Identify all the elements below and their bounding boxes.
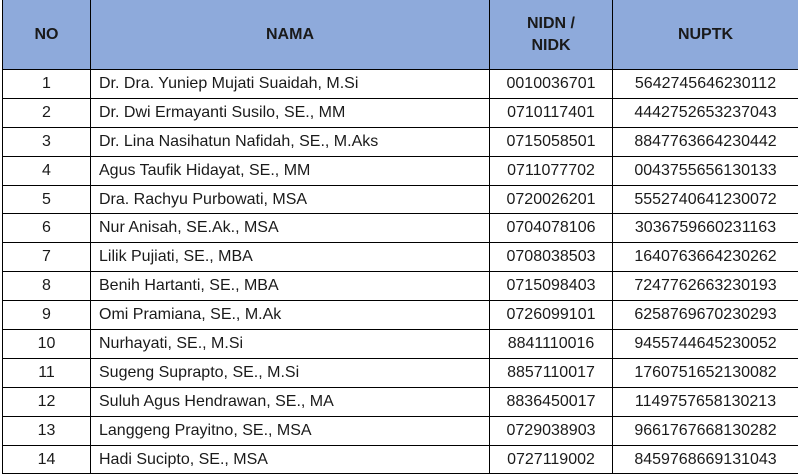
cell-no: 12 [2, 386, 91, 417]
table-row: 9 Omi Pramiana, SE., M.Ak 0726099101 625876… [2, 300, 798, 331]
cell-nidn: 0704078106 [489, 213, 613, 244]
cell-nama: Suluh Agus Hendrawan, SE., MA [90, 386, 490, 417]
header-nidn: NIDN / NIDK [489, 0, 613, 70]
table-row: 8 Benih Hartanti, SE., MBA 0715098403 72477… [2, 271, 798, 302]
table-row: 1 Dr. Dra. Yuniep Mujati Suaidah, M.Si 001… [2, 69, 798, 99]
cell-nama: Benih Hartanti, SE., MBA [90, 271, 490, 302]
cell-nidn: 0710117401 [489, 97, 613, 128]
table-row: 7 Lilik Pujiati, SE., MBA 0708038503 164076… [2, 242, 798, 273]
cell-nuptk: 0043755656130133 [612, 155, 798, 186]
table-row: 13 Langgeng Prayitno, SE., MSA 0729038903 9… [2, 415, 798, 446]
cell-nama: Agus Taufik Hidayat, SE., MM [90, 155, 490, 186]
cell-nidn: 8836450017 [489, 386, 613, 417]
header-nidn-text: NIDN / NIDK [527, 14, 575, 54]
header-nama: NAMA [90, 0, 490, 70]
cell-nama: Dr. Dwi Ermayanti Susilo, SE., MM [90, 97, 490, 128]
cell-no: 3 [2, 126, 91, 157]
cell-nuptk: 9455744645230052 [612, 329, 798, 359]
table-row: 6 Nur Anisah, SE.Ak., MSA 0704078106 303675… [2, 213, 798, 244]
header-no: NO [2, 0, 91, 70]
cell-nama: Dr. Lina Nasihatun Nafidah, SE., M.Aks [90, 126, 490, 157]
cell-nama: Omi Pramiana, SE., M.Ak [90, 300, 490, 331]
cell-no: 14 [2, 444, 91, 474]
cell-nuptk: 1149757658130213 [612, 386, 798, 417]
table-row: 10 Nurhayati, SE., M.Si 8841110016 94557446… [2, 329, 798, 359]
cell-nama: Hadi Sucipto, SE., MSA [90, 444, 490, 474]
cell-nama: Langgeng Prayitno, SE., MSA [90, 415, 490, 446]
cell-no: 10 [2, 329, 91, 359]
cell-nidn: 0715058501 [489, 126, 613, 157]
cell-no: 8 [2, 271, 91, 302]
table-row: 14 Hadi Sucipto, SE., MSA 0727119002 845976… [2, 444, 798, 474]
table-row: 2 Dr. Dwi Ermayanti Susilo, SE., MM 071011… [2, 97, 798, 128]
cell-nama: Nurhayati, SE., M.Si [90, 329, 490, 359]
cell-nuptk: 8847763664230442 [612, 126, 798, 157]
cell-nama: Lilik Pujiati, SE., MBA [90, 242, 490, 273]
header-nuptk: NUPTK [612, 0, 798, 70]
cell-nuptk: 7247762663230193 [612, 271, 798, 302]
cell-nidn: 0726099101 [489, 300, 613, 331]
cell-nidn: 0708038503 [489, 242, 613, 273]
table-row: 4 Agus Taufik Hidayat, SE., MM 0711077702 0… [2, 155, 798, 186]
cell-nuptk: 5552740641230072 [612, 184, 798, 215]
cell-no: 13 [2, 415, 91, 446]
cell-nama: Nur Anisah, SE.Ak., MSA [90, 213, 490, 244]
cell-no: 2 [2, 97, 91, 128]
cell-no: 11 [2, 357, 91, 388]
table-row: 3 Dr. Lina Nasihatun Nafidah, SE., M.Aks 0… [2, 126, 798, 157]
table-row: 12 Suluh Agus Hendrawan, SE., MA 883645001… [2, 386, 798, 417]
cell-no: 7 [2, 242, 91, 273]
cell-no: 9 [2, 300, 91, 331]
header-row: NO NAMA NIDN / NIDK NUPTK [2, 0, 798, 70]
cell-nidn: 0711077702 [489, 155, 613, 186]
cell-no: 6 [2, 213, 91, 244]
cell-nidn: 0715098403 [489, 271, 613, 302]
cell-nuptk: 1760751652130082 [612, 357, 798, 388]
table-row: 11 Sugeng Suprapto, SE., M.Si 8857110017 17… [2, 357, 798, 388]
cell-nidn: 0729038903 [489, 415, 613, 446]
cell-nidn: 8857110017 [489, 357, 613, 388]
cell-nuptk: 3036759660231163 [612, 213, 798, 244]
cell-no: 4 [2, 155, 91, 186]
cell-nidn: 0720026201 [489, 184, 613, 215]
cell-no: 1 [2, 69, 91, 99]
cell-nuptk: 1640763664230262 [612, 242, 798, 273]
table-row: 5 Dra. Rachyu Purbowati, MSA 0720026201 555… [2, 184, 798, 215]
cell-nama: Dr. Dra. Yuniep Mujati Suaidah, M.Si [90, 69, 490, 99]
cell-nama: Sugeng Suprapto, SE., M.Si [90, 357, 490, 388]
cell-nidn: 8841110016 [489, 329, 613, 359]
cell-nama: Dra. Rachyu Purbowati, MSA [90, 184, 490, 215]
cell-no: 5 [2, 184, 91, 215]
cell-nuptk: 6258769670230293 [612, 300, 798, 331]
cell-nuptk: 9661767668130282 [612, 415, 798, 446]
cell-nuptk: 8459768669131043 [612, 444, 798, 474]
cell-nidn: 0727119002 [489, 444, 613, 474]
cell-nuptk: 4442752653237043 [612, 97, 798, 128]
cell-nidn: 0010036701 [489, 69, 613, 99]
cell-nuptk: 5642745646230112 [612, 69, 798, 99]
